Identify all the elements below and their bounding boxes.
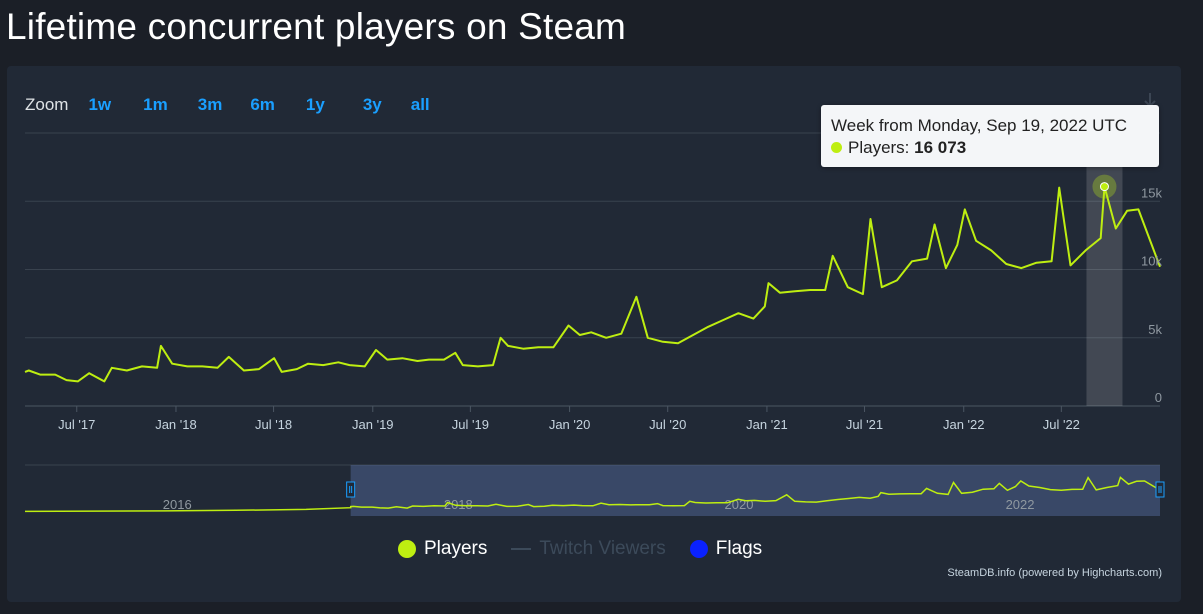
x-tick-label: Jul '19: [452, 417, 489, 432]
x-tick-label: Jan '21: [746, 417, 788, 432]
x-tick-label: Jan '19: [352, 417, 394, 432]
x-tick-label: Jul '18: [255, 417, 292, 432]
handle-grip-icon: [346, 481, 356, 498]
navigator-tick-label: 2022: [1006, 497, 1035, 512]
zoom-bar: Zoom 1w 1m 3m 6m 1y 3y all: [25, 94, 430, 116]
zoom-button-1w[interactable]: 1w: [88, 95, 112, 114]
zoom-button-1y[interactable]: 1y: [305, 95, 325, 114]
legend: Players Twitch Viewers Flags: [398, 536, 786, 562]
zoom-button-3m[interactable]: 3m: [197, 95, 223, 114]
flags-dot-icon: [689, 540, 708, 558]
legend-item-twitch-viewers[interactable]: Twitch Viewers: [511, 538, 666, 560]
legend-item-flags[interactable]: Flags: [689, 538, 763, 560]
twitch-line-icon: [511, 548, 532, 550]
x-tick-label: Jul '21: [846, 417, 883, 432]
x-tick-label: Jul '20: [649, 417, 686, 432]
y-tick-label: 0: [1155, 390, 1162, 405]
navigator-tick-label: 2018: [444, 497, 473, 512]
series-dot-icon: [831, 142, 842, 153]
tooltip-row: Players: 16 073: [831, 137, 1149, 159]
zoom-button-6m[interactable]: 6m: [250, 95, 275, 114]
handle-grip-icon: [1155, 481, 1165, 498]
players-line: [24, 185, 1161, 383]
tooltip-header: Week from Monday, Sep 19, 2022 UTC: [831, 116, 1128, 135]
credits-link[interactable]: SteamDB.info (powered by Highcharts.com): [947, 567, 1162, 579]
zoom-button-all[interactable]: all: [410, 95, 430, 114]
x-tick-label: Jan '22: [943, 417, 985, 432]
x-tick-label: Jul '17: [58, 417, 95, 432]
navigator: 2016 2018 2020 2022: [24, 464, 1165, 516]
page-title: Lifetime concurrent players on Steam: [6, 6, 627, 47]
zoom-button-3y[interactable]: 3y: [362, 95, 382, 114]
x-tick-label: Jul '22: [1043, 417, 1080, 432]
hover-point: [1099, 182, 1109, 192]
y-axis: 0 5k 10k 15k: [1141, 185, 1162, 405]
grid-lines: [25, 132, 1160, 407]
tooltip: Week from Monday, Sep 19, 2022 UTC Playe…: [821, 105, 1159, 167]
navigator-handle-right[interactable]: [1155, 481, 1165, 498]
tooltip-value: 16 073: [914, 138, 967, 157]
legend-item-players[interactable]: Players: [398, 538, 487, 560]
hover-band-rect: [1086, 133, 1123, 406]
navigator-selection: [350, 465, 1160, 516]
players-dot-icon: [398, 540, 416, 558]
x-axis: Jul '17 Jan '18 Jul '18 Jan '19 Jul '19 Jan '…: [58, 406, 1080, 432]
tooltip-series-label: Players:: [848, 138, 910, 157]
y-tick-label: 5k: [1148, 322, 1162, 337]
y-tick-label: 10k: [1141, 254, 1162, 269]
x-tick-label: Jan '20: [549, 417, 591, 432]
legend-label-players: Players: [424, 538, 488, 559]
y-tick-label: 15k: [1141, 185, 1162, 200]
navigator-handle-left[interactable]: [346, 481, 356, 498]
navigator-tick-label: 2016: [163, 497, 192, 512]
x-tick-label: Jan '18: [155, 417, 197, 432]
hover-band: [1086, 133, 1123, 406]
legend-label-flags: Flags: [715, 538, 763, 559]
navigator-series: [24, 476, 1161, 513]
zoom-button-1m[interactable]: 1m: [143, 95, 168, 114]
zoom-label: Zoom: [25, 95, 69, 114]
players-series: [24, 185, 1161, 383]
legend-label-twitch-viewers: Twitch Viewers: [539, 538, 666, 559]
hover-marker: [1092, 174, 1117, 199]
